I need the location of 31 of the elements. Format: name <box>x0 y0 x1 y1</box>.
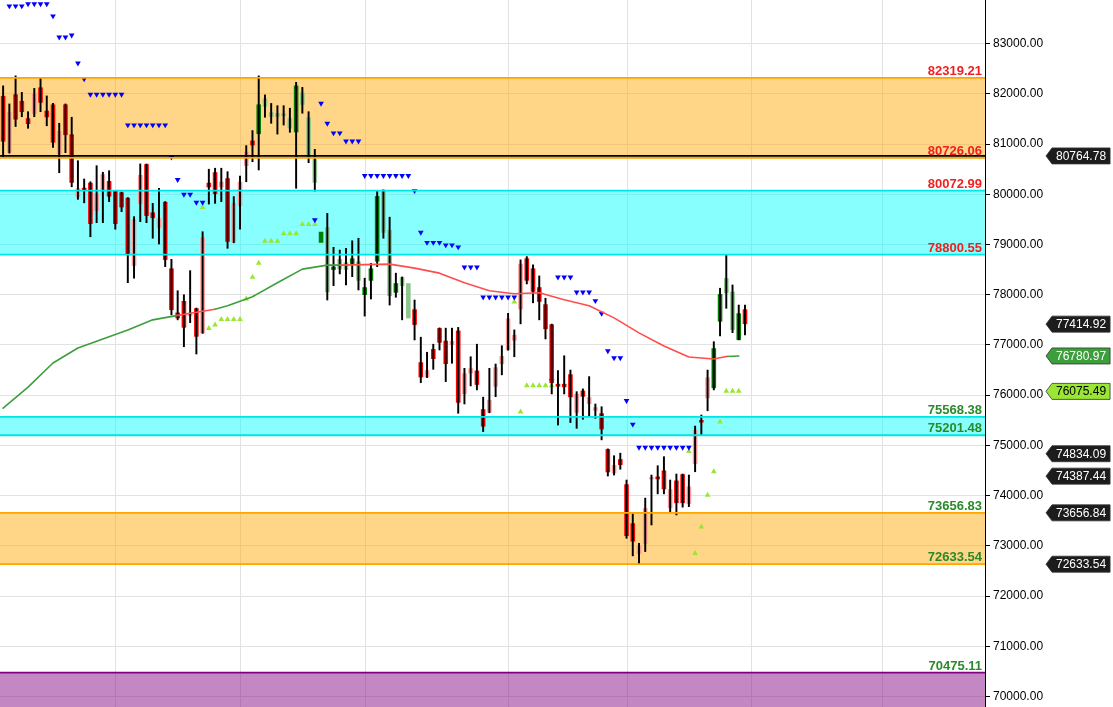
text: 73656.84 <box>1056 505 1107 520</box>
ref-line-label: 72633.54 <box>927 549 983 565</box>
text: 72633.54 <box>1056 557 1107 572</box>
ref-line-label: 75201.48 <box>927 420 982 436</box>
text: 80764.78 <box>1056 148 1107 163</box>
y-tick-label: 71000.00 <box>993 638 1044 653</box>
y-tick-label: 77000.00 <box>993 337 1044 352</box>
text: 74834.09 <box>1056 446 1107 461</box>
text: 76075.49 <box>1056 384 1107 399</box>
y-tick-label: 76000.00 <box>993 387 1044 402</box>
ref-line-label: 80726.06 <box>927 142 982 158</box>
y-tick-label: 74000.00 <box>993 487 1044 502</box>
y-tick-label: 75000.00 <box>993 437 1044 452</box>
ref-line-label: 80072.99 <box>927 175 982 191</box>
text: 77414.92 <box>1056 316 1107 331</box>
ref-line-label: 75568.38 <box>927 401 982 417</box>
y-tick-label: 73000.00 <box>993 538 1044 553</box>
text: 76780.97 <box>1056 348 1107 363</box>
ref-line-label: 70475.11 <box>928 657 982 673</box>
text: 74387.44 <box>1056 468 1107 483</box>
y-tick-label: 81000.00 <box>993 136 1044 151</box>
y-tick-label: 79000.00 <box>993 236 1044 251</box>
y-tick-label: 83000.00 <box>993 36 1044 50</box>
ref-line-label: 78800.55 <box>927 239 982 255</box>
y-tick-label: 78000.00 <box>993 287 1044 302</box>
ref-line-label: 73656.83 <box>927 497 982 513</box>
ref-line-label: 82319.21 <box>927 62 982 78</box>
y-tick-label: 72000.00 <box>993 588 1044 603</box>
y-tick-label: 82000.00 <box>993 86 1044 101</box>
y-tick-label: 80000.00 <box>993 186 1044 201</box>
y-tick-label: 70000.00 <box>993 688 1044 703</box>
